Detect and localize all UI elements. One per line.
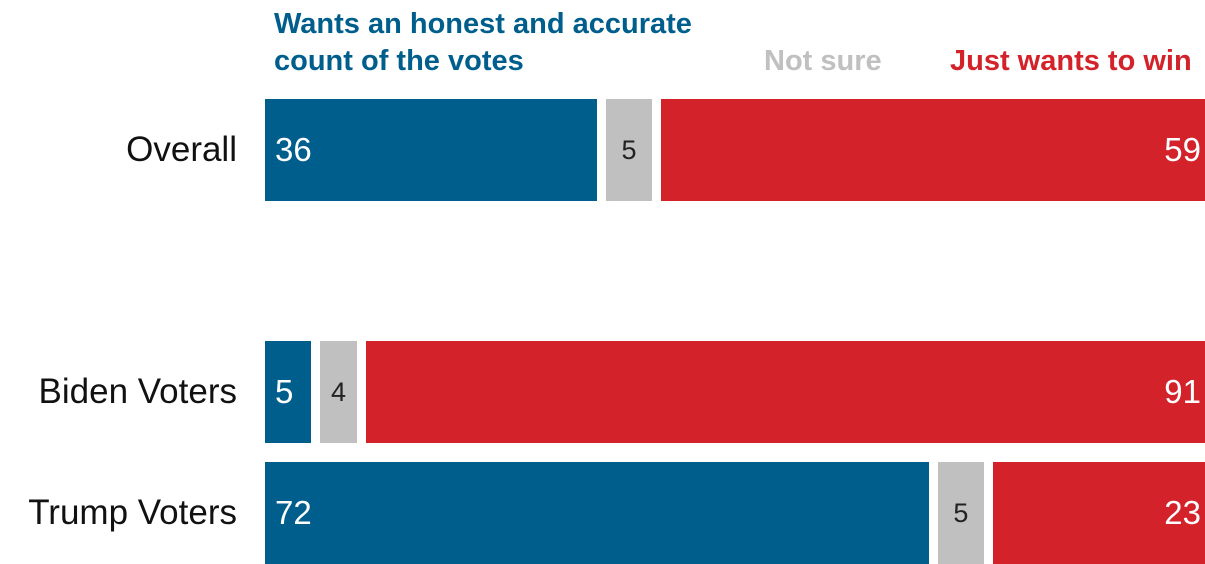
legend-honest: Wants an honest and accurate count of th… bbox=[274, 8, 692, 77]
row-label-biden-voters: Biden Voters bbox=[38, 372, 237, 411]
bar-row-trump-voters: 72 5 23 bbox=[265, 462, 1205, 564]
data-label-trump-voters-win: 23 bbox=[1164, 494, 1201, 531]
legend-not-sure: Not sure bbox=[764, 45, 882, 77]
bar-trump-voters-win: 23 bbox=[992, 462, 1205, 564]
row-label-overall: Overall bbox=[126, 130, 237, 169]
bar-overall-honest: 36 bbox=[265, 99, 597, 201]
data-label-biden-voters-win: 91 bbox=[1164, 373, 1201, 410]
bar-row-biden-voters: 5 4 91 bbox=[265, 341, 1205, 443]
data-label-trump-voters-honest: 72 bbox=[275, 494, 312, 531]
bar-biden-voters-honest: 5 bbox=[265, 341, 312, 443]
bar-row-overall: 36 5 59 bbox=[265, 99, 1205, 201]
data-label-overall-honest: 36 bbox=[275, 131, 312, 168]
bar-biden-voters-not-sure: 4 bbox=[320, 341, 357, 443]
data-label-biden-voters-not-sure: 4 bbox=[331, 376, 347, 407]
bar-trump-voters-not-sure: 5 bbox=[937, 462, 984, 564]
row-label-trump-voters: Trump Voters bbox=[28, 493, 237, 532]
data-label-trump-voters-not-sure: 5 bbox=[953, 497, 969, 528]
data-label-biden-voters-honest: 5 bbox=[275, 373, 294, 410]
data-label-overall-win: 59 bbox=[1164, 131, 1201, 168]
legend-just-wants-to-win: Just wants to win bbox=[950, 45, 1192, 77]
data-label-overall-not-sure: 5 bbox=[621, 134, 637, 165]
bar-biden-voters-win: 91 bbox=[365, 341, 1205, 443]
bar-overall-win: 59 bbox=[661, 99, 1205, 201]
bar-overall-not-sure: 5 bbox=[605, 99, 652, 201]
bar-trump-voters-honest: 72 bbox=[265, 462, 929, 564]
